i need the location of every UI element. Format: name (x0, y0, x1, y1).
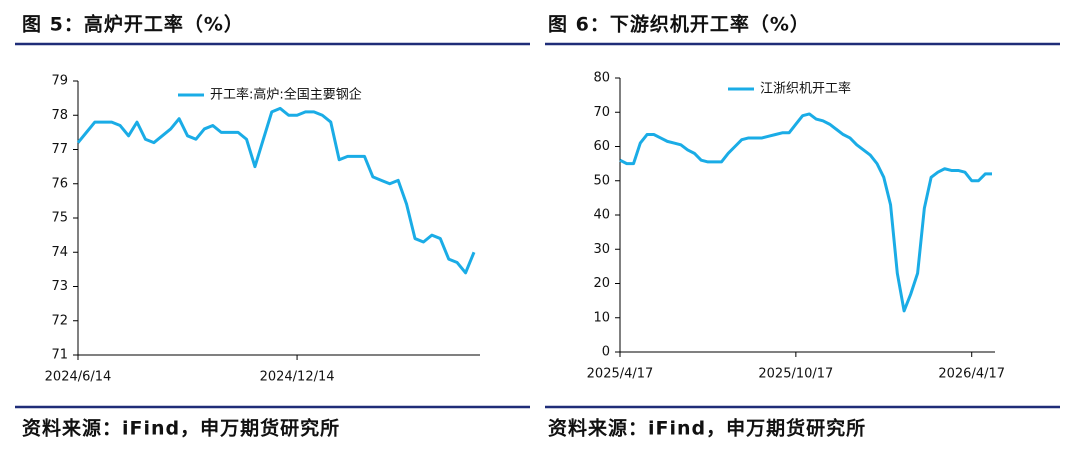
y-tick-label: 80 (593, 71, 610, 86)
x-tick-label: 2024/12/14 (260, 370, 335, 385)
x-tick-label: 2025/4/17 (587, 367, 654, 382)
y-tick-label: 70 (593, 105, 610, 120)
y-tick-label: 50 (593, 173, 610, 188)
y-tick-label: 72 (51, 313, 68, 328)
x-tick-label: 2025/10/17 (758, 367, 833, 382)
y-tick-label: 0 (602, 345, 610, 360)
y-tick-label: 77 (51, 142, 68, 157)
y-tick-label: 10 (593, 310, 610, 325)
figure-title: 图 6：下游织机开工率（%） (548, 13, 810, 36)
data-line (76, 106, 476, 275)
y-tick-label: 30 (593, 242, 610, 257)
y-tick-label: 73 (51, 279, 68, 294)
y-tick-label: 79 (51, 74, 68, 89)
data-line (619, 112, 992, 313)
y-tick-label: 75 (51, 211, 68, 226)
y-tick-label: 74 (51, 245, 68, 260)
x-tick-label: 2024/6/14 (45, 370, 112, 385)
y-tick-label: 78 (51, 108, 68, 123)
figure-title: 图 5：高炉开工率（%） (22, 13, 244, 36)
legend-label: 江浙织机开工率 (760, 81, 851, 97)
y-tick-label: 60 (593, 139, 610, 154)
source-note: 资料来源：iFind，申万期货研究所 (548, 417, 866, 440)
y-tick-label: 71 (51, 348, 68, 363)
y-tick-label: 40 (593, 208, 610, 223)
source-note: 资料来源：iFind，申万期货研究所 (22, 417, 340, 440)
y-tick-label: 20 (593, 276, 610, 291)
x-tick-label: 2026/4/17 (938, 367, 1005, 382)
legend-label: 开工率:高炉:全国主要钢企 (210, 87, 362, 103)
y-tick-label: 76 (51, 176, 68, 191)
